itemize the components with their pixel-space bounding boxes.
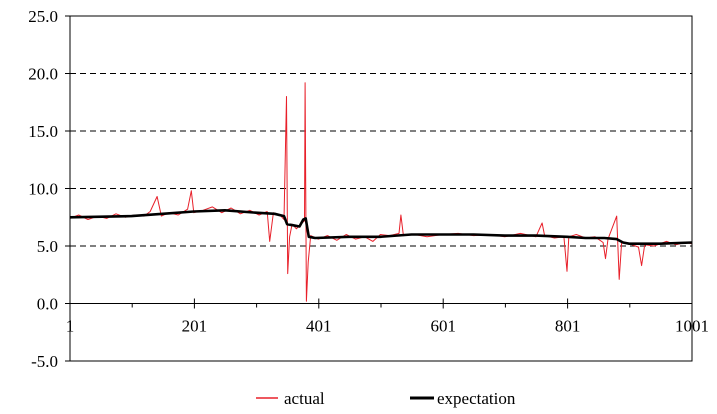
legend-label-actual: actual <box>284 389 325 408</box>
x-tick-label: 601 <box>430 317 456 336</box>
series-expectation <box>69 209 693 245</box>
x-tick-label: 1001 <box>675 317 709 336</box>
series-line-actual <box>69 82 693 302</box>
y-tick-label: 5.0 <box>37 237 58 256</box>
x-tick-label: 201 <box>182 317 208 336</box>
y-tick-label: 10.0 <box>28 180 58 199</box>
x-axis-tick-labels: 1 201 401 601 801 1001 <box>66 317 709 336</box>
series-line-expectation <box>69 209 693 245</box>
legend: actual expectation <box>256 389 516 408</box>
x-tick-label: 1 <box>66 317 75 336</box>
x-tick-label: 401 <box>306 317 332 336</box>
x-tick-label: 801 <box>555 317 581 336</box>
y-tick-label: 0.0 <box>37 295 58 314</box>
y-tick-label: 20.0 <box>28 65 58 84</box>
legend-label-expectation: expectation <box>437 389 516 408</box>
y-axis-tick-labels: -5.0 0.0 5.0 10.0 15.0 20.0 25.0 <box>28 7 58 371</box>
series-actual <box>69 82 693 302</box>
y-tick-label: 25.0 <box>28 7 58 26</box>
y-tick-label: 15.0 <box>28 122 58 141</box>
y-tick-label: -5.0 <box>31 352 58 371</box>
gridlines <box>70 73 692 247</box>
axes <box>65 15 693 362</box>
